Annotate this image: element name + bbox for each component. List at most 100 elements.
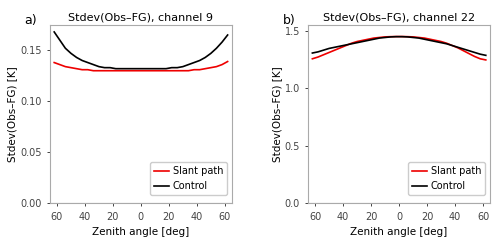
Slant path xyxy=(343,44,349,47)
Slant path xyxy=(135,69,141,72)
Control xyxy=(96,65,102,68)
Control xyxy=(472,51,478,54)
Control xyxy=(444,42,450,45)
Control xyxy=(410,36,416,39)
Control xyxy=(483,54,489,57)
Y-axis label: Stdev(Obs–FG) [K]: Stdev(Obs–FG) [K] xyxy=(8,66,18,162)
Slant path xyxy=(432,39,438,42)
Slant path xyxy=(219,63,225,66)
Slant path xyxy=(163,69,169,72)
Slant path xyxy=(483,59,489,62)
Control xyxy=(466,49,472,52)
Slant path xyxy=(416,36,422,39)
Slant path xyxy=(354,40,360,43)
Control xyxy=(124,67,130,70)
Control xyxy=(310,52,316,55)
Control xyxy=(51,31,57,33)
Control xyxy=(196,59,202,62)
Control xyxy=(186,63,192,66)
Slant path xyxy=(332,49,338,52)
Control xyxy=(343,43,349,46)
Slant path xyxy=(371,36,377,39)
Control xyxy=(135,67,141,70)
Slant path xyxy=(124,69,130,72)
Control xyxy=(438,41,444,44)
Control xyxy=(348,42,354,45)
X-axis label: Zenith angle [deg]: Zenith angle [deg] xyxy=(350,227,448,237)
Slant path xyxy=(146,69,152,72)
Slant path xyxy=(382,35,388,38)
Control xyxy=(388,35,394,38)
Slant path xyxy=(477,57,483,60)
Control xyxy=(202,56,208,59)
Slant path xyxy=(399,35,405,38)
Slant path xyxy=(326,51,332,54)
Slant path xyxy=(460,49,466,52)
Control xyxy=(224,33,230,36)
Slant path xyxy=(107,69,113,72)
Slant path xyxy=(186,69,192,72)
Control xyxy=(477,53,483,56)
Slant path xyxy=(140,69,146,72)
Line: Control: Control xyxy=(312,37,486,55)
Control xyxy=(118,67,124,70)
Control xyxy=(320,49,326,52)
Control xyxy=(74,56,80,59)
Slant path xyxy=(96,69,102,72)
Control xyxy=(422,38,428,41)
Control xyxy=(332,46,338,49)
Control xyxy=(371,38,377,41)
Slant path xyxy=(130,69,136,72)
Control xyxy=(214,47,220,50)
Slant path xyxy=(168,69,174,72)
Slant path xyxy=(214,65,220,68)
Slant path xyxy=(404,35,410,38)
Slant path xyxy=(466,52,472,55)
Slant path xyxy=(410,35,416,38)
Slant path xyxy=(102,69,107,72)
Line: Control: Control xyxy=(54,32,228,69)
Slant path xyxy=(174,69,180,72)
Slant path xyxy=(394,35,400,38)
Y-axis label: Stdev(Obs–FG) [K]: Stdev(Obs–FG) [K] xyxy=(272,66,281,162)
Slant path xyxy=(90,69,96,72)
Control xyxy=(219,41,225,44)
Control xyxy=(79,59,85,62)
Control xyxy=(460,48,466,51)
Control xyxy=(399,35,405,38)
Control xyxy=(62,47,68,50)
Slant path xyxy=(51,61,57,64)
Control xyxy=(432,40,438,43)
Control xyxy=(85,61,91,64)
Control xyxy=(174,66,180,69)
Slant path xyxy=(315,56,321,59)
Slant path xyxy=(455,46,461,49)
Control xyxy=(404,35,410,38)
Control xyxy=(449,44,455,47)
Slant path xyxy=(444,42,450,45)
Slant path xyxy=(62,65,68,68)
Slant path xyxy=(348,42,354,45)
Slant path xyxy=(180,69,186,72)
Control xyxy=(163,67,169,70)
Control xyxy=(338,45,344,48)
Control xyxy=(191,61,197,64)
Slant path xyxy=(208,66,214,69)
Control xyxy=(130,67,136,70)
Control xyxy=(107,66,113,69)
Slant path xyxy=(422,36,428,39)
Text: b): b) xyxy=(282,14,296,27)
Legend: Slant path, Control: Slant path, Control xyxy=(408,162,485,195)
Slant path xyxy=(338,46,344,49)
Slant path xyxy=(196,68,202,71)
Line: Slant path: Slant path xyxy=(54,62,228,71)
Control xyxy=(366,39,372,42)
Slant path xyxy=(68,66,74,69)
Control xyxy=(354,41,360,44)
Slant path xyxy=(118,69,124,72)
Control xyxy=(180,65,186,68)
Control xyxy=(208,52,214,55)
Control xyxy=(146,67,152,70)
Slant path xyxy=(85,68,91,71)
Slant path xyxy=(224,60,230,63)
